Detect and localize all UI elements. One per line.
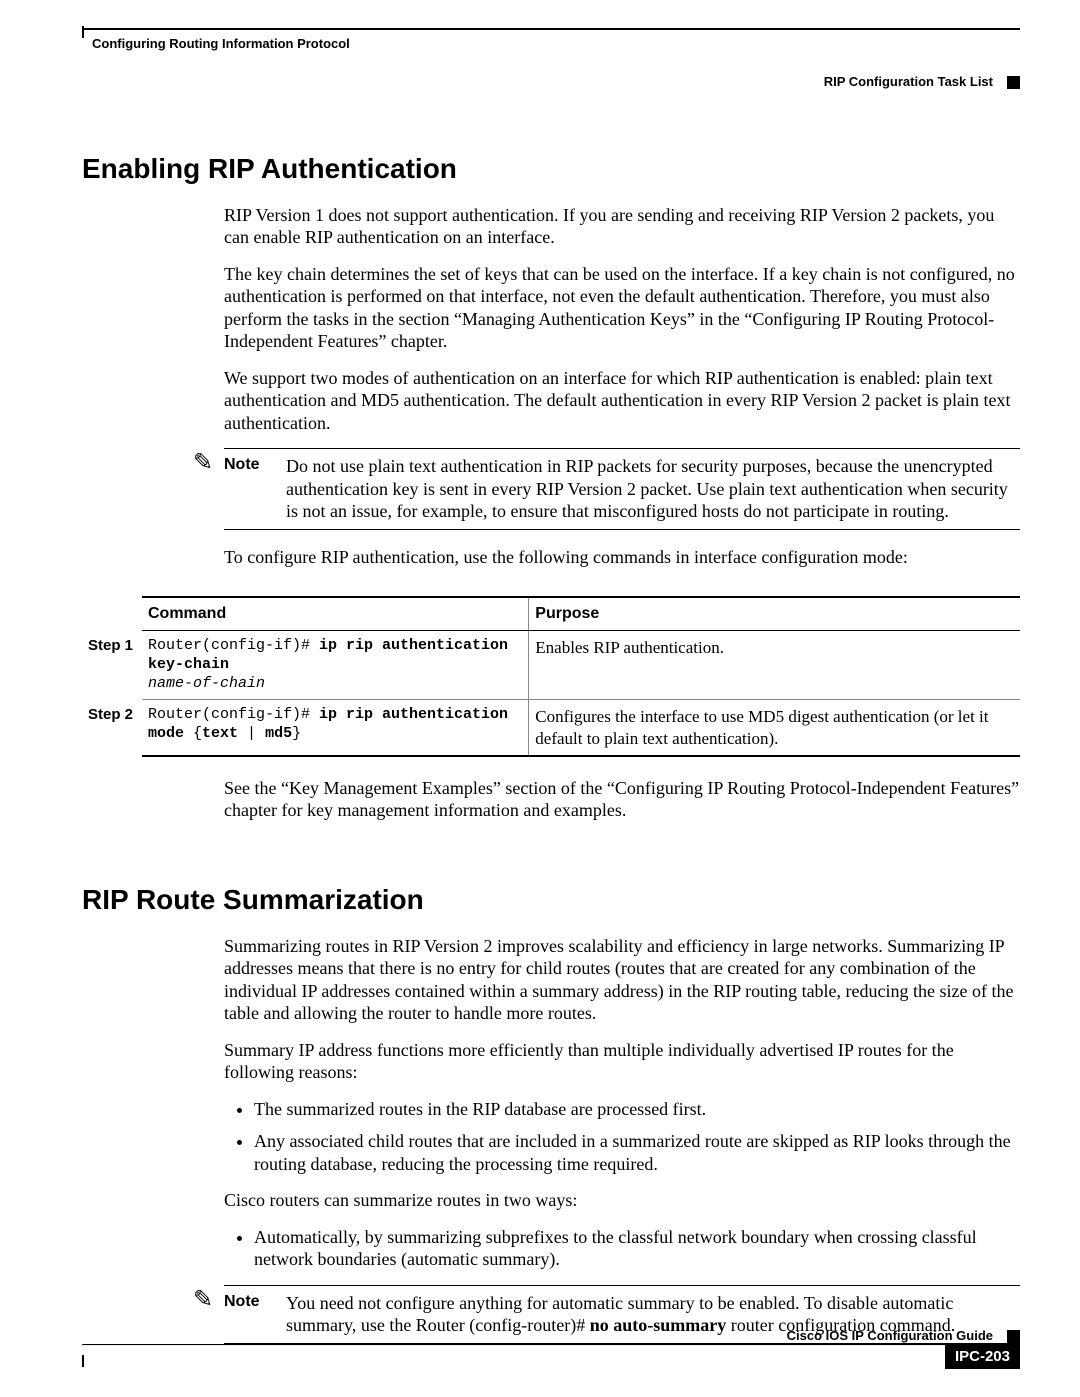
header-marker-icon — [1007, 76, 1020, 89]
cmd-brace: { — [184, 725, 202, 742]
page-header: Configuring Routing Information Protocol — [82, 28, 1020, 52]
footer-title: Cisco IOS IP Configuration Guide — [787, 1328, 993, 1344]
para: The key chain determines the set of keys… — [224, 263, 1020, 353]
cmd-pipe: | — [238, 725, 265, 742]
note-text: Do not use plain text authentication in … — [286, 455, 1020, 523]
list-item: Any associated child routes that are inc… — [254, 1130, 1020, 1175]
command-table: Command Purpose Step 1 Router(config-if)… — [82, 596, 1020, 757]
cmd-prompt: Router(config-if)# — [148, 706, 319, 723]
table-row: Step 1 Router(config-if)# ip rip authent… — [82, 631, 1020, 700]
cmd-prompt: Router(config-if)# — [148, 637, 319, 654]
table-row: Step 2 Router(config-if)# ip rip authent… — [82, 700, 1020, 756]
pencil-icon: ✎ — [193, 450, 213, 476]
para: See the “Key Management Examples” sectio… — [224, 777, 1020, 822]
footer-marker-icon — [1007, 1330, 1020, 1343]
bullet-list: The summarized routes in the RIP databas… — [224, 1098, 1020, 1176]
note-label: Note — [224, 455, 286, 523]
th-purpose: Purpose — [529, 597, 1020, 631]
para: RIP Version 1 does not support authentic… — [224, 204, 1020, 249]
chapter-title: Configuring Routing Information Protocol — [92, 36, 350, 52]
command-cell: Router(config-if)# ip rip authentication… — [142, 700, 529, 756]
th-command: Command — [142, 597, 529, 631]
list-item: Automatically, by summarizing subprefixe… — [254, 1226, 1020, 1271]
purpose-cell: Configures the interface to use MD5 dige… — [529, 700, 1020, 756]
note-block: ✎ Note Do not use plain text authenticat… — [182, 448, 1020, 530]
page-footer: Cisco IOS IP Configuration Guide IPC-203 — [82, 1328, 1020, 1367]
para: Summary IP address functions more effici… — [224, 1039, 1020, 1084]
step-label: Step 1 — [82, 631, 142, 700]
heading-rip-route-summarization: RIP Route Summarization — [82, 882, 1020, 917]
purpose-cell: Enables RIP authentication. — [529, 631, 1020, 700]
heading-enabling-rip-auth: Enabling RIP Authentication — [82, 151, 1020, 186]
para: Summarizing routes in RIP Version 2 impr… — [224, 935, 1020, 1025]
command-cell: Router(config-if)# ip rip authentication… — [142, 631, 529, 700]
cmd-opt: md5 — [265, 725, 292, 742]
cmd-opt: text — [202, 725, 238, 742]
para: To configure RIP authentication, use the… — [224, 546, 1020, 569]
section-header: RIP Configuration Task List — [824, 74, 993, 90]
para: We support two modes of authentication o… — [224, 367, 1020, 435]
para: Cisco routers can summarize routes in tw… — [224, 1189, 1020, 1212]
corner-mark-top — [82, 26, 84, 38]
corner-mark-bottom — [82, 1355, 84, 1367]
page-number: IPC-203 — [945, 1344, 1020, 1369]
bullet-list: Automatically, by summarizing subprefixe… — [224, 1226, 1020, 1271]
section-header-row: RIP Configuration Task List — [82, 74, 1020, 90]
step-label: Step 2 — [82, 700, 142, 756]
cmd-brace: } — [292, 725, 301, 742]
cmd-arg: name-of-chain — [148, 675, 265, 692]
pencil-icon: ✎ — [193, 1287, 213, 1313]
list-item: The summarized routes in the RIP databas… — [254, 1098, 1020, 1121]
